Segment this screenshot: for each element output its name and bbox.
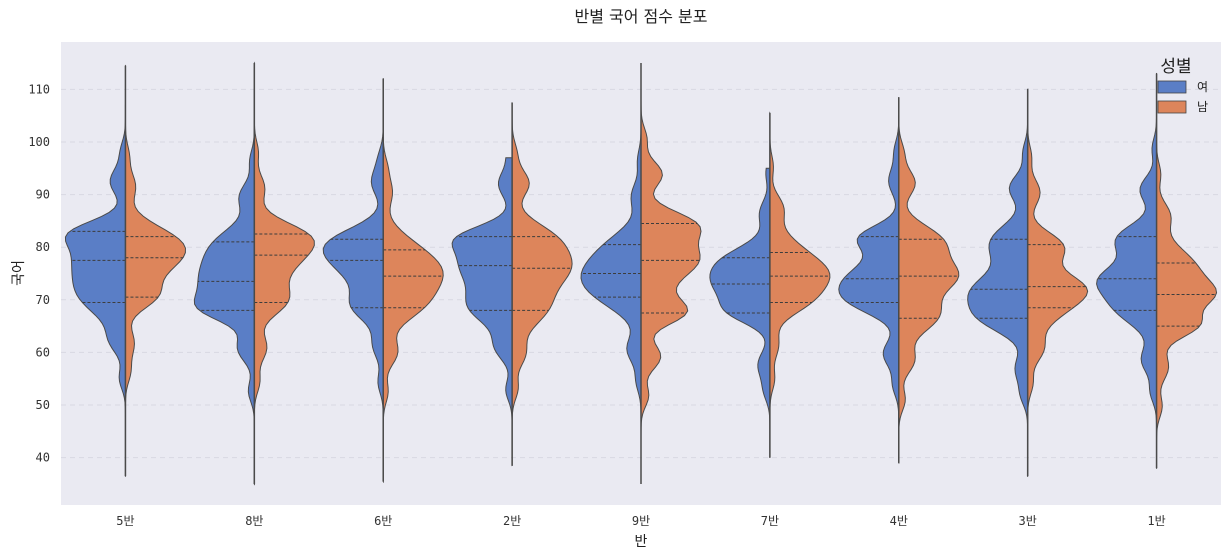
violins <box>64 61 1218 486</box>
y-tick-label: 50 <box>36 398 50 412</box>
x-tick-label: 4반 <box>890 514 908 528</box>
x-tick-label: 3반 <box>1019 514 1037 528</box>
legend: 성별 여 남 <box>1157 57 1208 114</box>
violin-half <box>898 97 960 464</box>
x-tick-label: 9반 <box>632 514 650 528</box>
y-tick-label: 70 <box>36 293 50 307</box>
legend-label-female: 여 <box>1197 80 1208 94</box>
x-tick-label: 6반 <box>374 514 392 528</box>
legend-swatch-male <box>1157 100 1187 114</box>
x-tick-label: 5반 <box>116 514 134 528</box>
y-tick-label: 110 <box>28 82 50 96</box>
x-tick-labels: 5반 8반 6반 2반 9반 7반 4반 3반 1반 <box>116 514 1165 528</box>
x-axis-label: 반 <box>635 534 648 550</box>
legend-swatch-female <box>1157 80 1187 94</box>
y-tick-label: 100 <box>28 135 50 149</box>
y-tick-label: 40 <box>36 451 50 465</box>
legend-title: 성별 <box>1160 57 1191 77</box>
y-tick-labels: 40 50 60 70 80 90 100 110 <box>28 82 50 464</box>
y-tick-label: 60 <box>36 345 50 359</box>
x-tick-label: 7반 <box>761 514 779 528</box>
x-tick-label: 1반 <box>1147 514 1165 528</box>
violin-half <box>1096 73 1158 469</box>
y-tick-label: 90 <box>36 188 50 202</box>
violin-half <box>511 102 573 467</box>
y-tick-label: 80 <box>36 240 50 254</box>
violin-half <box>709 167 771 458</box>
x-tick-label: 2반 <box>503 514 521 528</box>
legend-label-male: 남 <box>1197 100 1208 114</box>
chart-title: 반별 국어 점수 분포 <box>574 7 707 26</box>
y-axis-label: 국어 <box>11 260 27 286</box>
x-tick-label: 8반 <box>245 514 263 528</box>
violin-half <box>967 89 1029 477</box>
violin-half <box>640 63 702 484</box>
